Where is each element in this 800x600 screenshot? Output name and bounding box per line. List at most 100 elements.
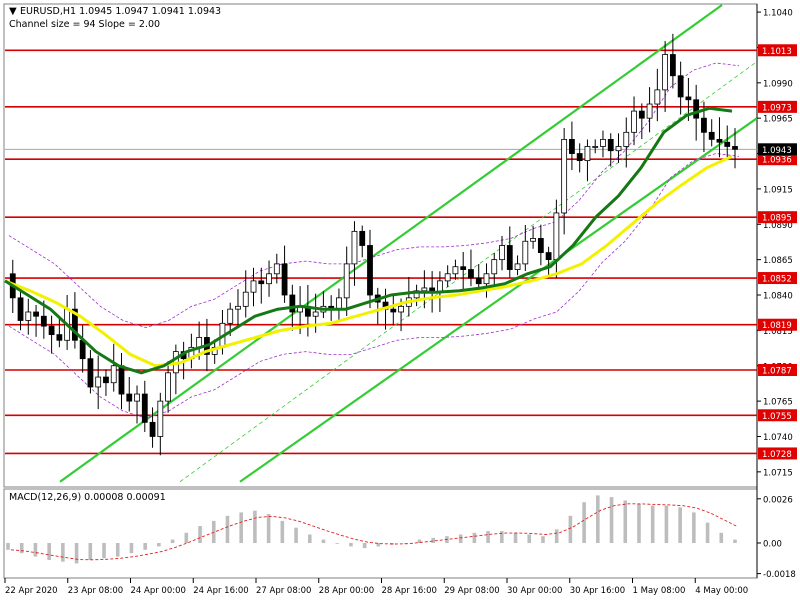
candle-body	[40, 315, 47, 327]
candle-body	[631, 110, 637, 133]
price-tick-label: 1.0840	[763, 292, 793, 302]
candle-body	[561, 138, 568, 214]
macd-bar	[458, 534, 463, 543]
macd-bar	[486, 531, 490, 543]
macd-bar	[335, 543, 340, 544]
macd-bar	[541, 536, 545, 543]
candle-body	[600, 138, 606, 147]
candle-body	[227, 308, 234, 324]
level-label: 1.1013	[762, 47, 792, 57]
candle-body	[118, 365, 125, 395]
candle-body	[444, 273, 451, 282]
time-tick-label: 28 Apr 16:00	[382, 586, 437, 596]
level-tag	[758, 100, 797, 113]
macd-bar	[102, 543, 106, 559]
macd-bar	[596, 495, 600, 543]
macd-bar	[349, 543, 353, 547]
candle-body	[48, 325, 55, 336]
macd-bar	[61, 543, 65, 562]
envelope-upper	[8, 62, 740, 329]
level-tag	[758, 44, 797, 57]
level-label: 1.0728	[762, 450, 792, 460]
candle-body	[289, 294, 296, 313]
macd-bar	[266, 514, 271, 543]
candle-body	[33, 311, 39, 317]
level-label: 1.0787	[762, 366, 792, 376]
candle-body	[506, 245, 513, 270]
candle-body	[25, 311, 32, 321]
macd-bar	[47, 543, 51, 560]
level-tag	[758, 318, 797, 331]
price-tick-label: 1.0990	[763, 79, 793, 89]
time-tick-label: 30 Apr 00:00	[507, 586, 562, 596]
symbol-header: EURUSD,H1 1.0945 1.0947 1.0941 1.0943	[20, 6, 221, 17]
candle-body	[367, 245, 373, 296]
price-tick-label: 1.1040	[763, 9, 793, 19]
time-tick-label: 27 Apr 08:00	[256, 586, 311, 596]
price-tick-label: 1.0865	[763, 256, 793, 266]
macd-indicator: 0.0026 0.00 -0.0018	[6, 495, 796, 580]
candle-body	[421, 287, 428, 292]
macd-bar	[623, 500, 628, 543]
price-tick-label: 1.0715	[763, 468, 793, 478]
candle-body	[607, 138, 614, 152]
macd-bar	[527, 534, 532, 543]
macd-bar	[609, 497, 614, 543]
candle-body	[242, 291, 249, 307]
level-labels: 1.1013 1.0973 1.0936 1.0895 1.0852 1.0819 1.07…	[758, 44, 797, 460]
channel-info: Channel size = 94 Slope = 2.00	[9, 19, 160, 30]
time-tick-label: 24 Apr 16:00	[193, 586, 248, 596]
candle-body	[157, 400, 164, 437]
macd-bar	[733, 539, 737, 543]
macd-bar	[170, 539, 175, 543]
macd-bar	[582, 502, 586, 543]
level-tag	[758, 211, 797, 224]
price-tick-label: 1.0740	[763, 433, 793, 443]
price-tick-label: 1.0915	[763, 185, 793, 195]
level-label: 1.0895	[762, 214, 792, 224]
level-label: 1.0819	[762, 321, 792, 331]
price-tick-label: 1.0890	[763, 221, 793, 231]
macd-bar	[184, 532, 189, 543]
candle-body	[452, 266, 459, 275]
macd-bar	[472, 532, 477, 543]
candle-body	[126, 393, 133, 402]
time-axis: 22 Apr 2020 23 Apr 08:00 24 Apr 00:00 24 Ap…	[4, 578, 748, 596]
candle-body	[693, 99, 700, 119]
macd-tick-label: 0.0026	[763, 495, 793, 505]
macd-bar	[321, 539, 326, 543]
time-tick-label: 1 May 08:00	[633, 586, 686, 596]
macd-bar	[650, 505, 655, 543]
candle-body	[351, 230, 358, 265]
macd-label: MACD(12,26,9) 0.00008 0.00091	[9, 492, 166, 503]
candle-body	[685, 96, 692, 101]
symbol-triangle-icon[interactable]: ▼	[9, 6, 17, 17]
macd-bar	[157, 543, 161, 547]
moving-averages	[4, 106, 733, 375]
macd-tick-label: -0.0018	[763, 570, 796, 580]
candle-body	[553, 212, 560, 261]
macd-bar	[705, 522, 710, 543]
candle-body	[584, 146, 591, 162]
candle-body	[615, 146, 622, 152]
channel-line	[59, 4, 723, 483]
level-label: 1.0852	[762, 275, 792, 285]
candle-body	[522, 240, 529, 265]
macd-bar	[362, 543, 367, 549]
candle-body	[576, 153, 583, 162]
macd-bar	[678, 507, 682, 543]
regression-channel	[59, 4, 758, 483]
price-tick-label: 1.0965	[763, 115, 793, 125]
time-tick-label: 22 Apr 2020	[5, 586, 58, 596]
macd-bar	[239, 512, 243, 543]
candle-body	[569, 138, 575, 154]
candle-body	[514, 263, 521, 270]
level-label: 1.0936	[762, 156, 792, 166]
time-tick-label: 4 May 00:00	[695, 586, 748, 596]
macd-bar	[513, 532, 518, 543]
candle-body	[149, 421, 156, 437]
candle-body	[732, 146, 738, 150]
time-tick-label: 23 Apr 08:00	[68, 586, 123, 596]
price-tick-label: 1.0765	[763, 398, 793, 408]
